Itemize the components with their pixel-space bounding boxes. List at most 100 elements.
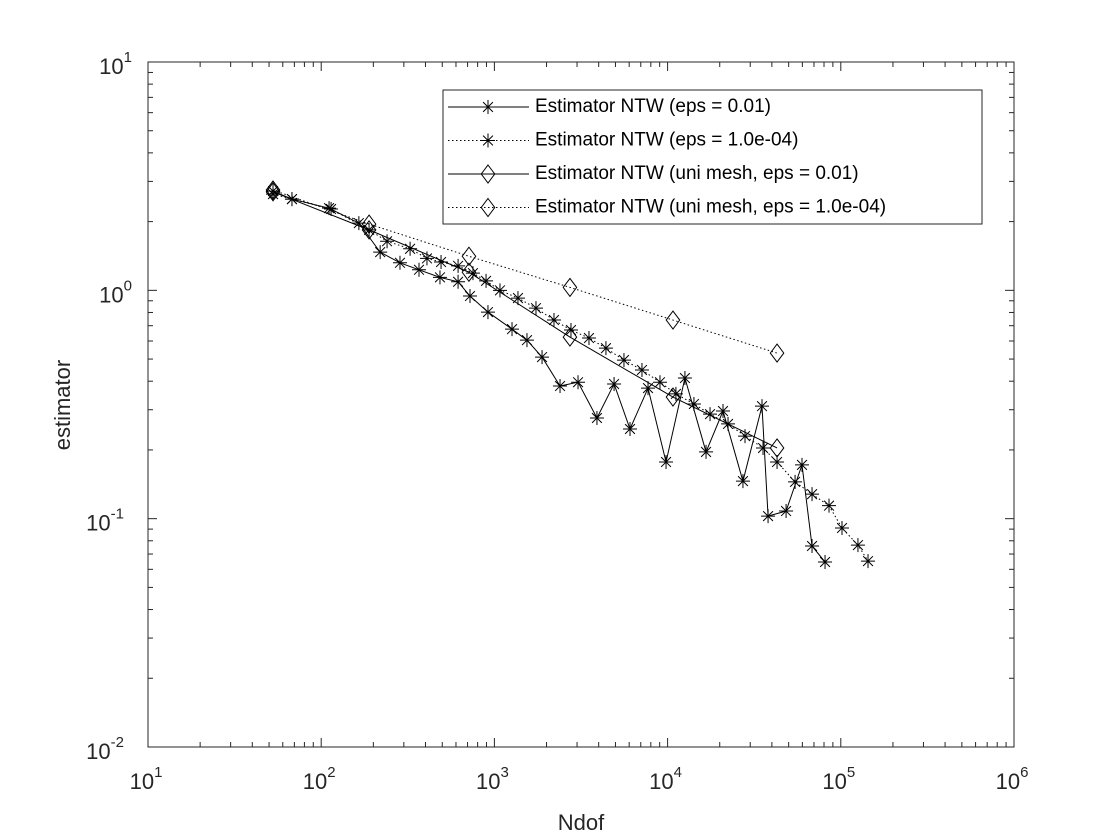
x-tick-label-base: 10 <box>303 769 327 794</box>
y-tick-label: 101 <box>99 49 132 79</box>
marker <box>834 521 849 536</box>
legend-text: Estimator NTW (eps = 0.01) <box>535 96 771 117</box>
x-tick-label: 106 <box>996 764 1029 794</box>
y-tick-label: 10-2 <box>86 734 124 764</box>
marker <box>616 353 631 368</box>
y-tick-label-base: 10 <box>86 739 110 764</box>
x-tick-label-base: 10 <box>130 769 154 794</box>
marker <box>373 245 388 260</box>
marker <box>805 487 820 502</box>
legend-marker <box>480 197 496 218</box>
marker <box>392 255 407 270</box>
marker <box>434 255 449 270</box>
marker <box>738 429 753 444</box>
marker <box>461 246 477 267</box>
marker <box>769 438 785 458</box>
marker <box>324 202 339 217</box>
marker <box>788 474 803 489</box>
y-axis-label: estimator <box>50 360 75 450</box>
series-line <box>272 191 778 449</box>
marker <box>769 343 785 363</box>
marker <box>465 266 480 281</box>
marker <box>553 379 568 394</box>
marker <box>492 283 507 298</box>
x-tick-label-exponent: 2 <box>327 764 335 781</box>
marker <box>266 187 281 202</box>
x-tick-label: 104 <box>649 764 682 794</box>
marker <box>598 341 613 356</box>
marker <box>451 258 466 273</box>
marker <box>668 386 683 401</box>
x-tick-label: 103 <box>476 764 509 794</box>
legend-text: Estimator NTW (uni mesh, eps = 1.0e-04) <box>535 197 886 218</box>
marker <box>755 399 770 414</box>
marker <box>861 554 876 569</box>
marker <box>850 538 865 553</box>
y-tick-label: 10-1 <box>86 506 124 536</box>
marker <box>665 387 681 407</box>
y-tick-label-exponent: -2 <box>111 734 124 751</box>
legend-text: Estimator NTW (uni mesh, eps = 0.01) <box>535 163 859 184</box>
marker <box>677 371 692 386</box>
marker <box>699 444 714 459</box>
marker <box>479 273 494 288</box>
marker <box>589 410 604 425</box>
series-line <box>272 189 778 354</box>
x-axis-label: Ndof <box>558 810 605 835</box>
marker <box>794 457 809 472</box>
marker <box>528 301 543 316</box>
x-tick-label-exponent: 3 <box>500 764 508 781</box>
marker <box>535 350 550 365</box>
marker <box>686 396 701 411</box>
marker <box>652 375 667 390</box>
x-tick-label-exponent: 6 <box>1020 764 1028 781</box>
marker <box>623 422 638 437</box>
marker <box>322 201 337 216</box>
x-tick-label: 101 <box>130 764 163 794</box>
marker <box>519 333 534 348</box>
marker <box>607 376 622 391</box>
marker <box>659 455 674 470</box>
x-tick-label-exponent: 4 <box>674 764 682 781</box>
marker <box>756 440 771 455</box>
marker <box>818 554 833 569</box>
marker <box>451 274 466 289</box>
marker <box>480 305 495 320</box>
marker <box>634 362 649 377</box>
y-tick-label: 100 <box>99 277 132 307</box>
marker <box>361 214 377 234</box>
marker <box>716 404 731 419</box>
marker <box>463 289 478 304</box>
marker <box>770 455 785 470</box>
marker <box>665 310 681 330</box>
marker <box>265 182 281 202</box>
marker <box>461 262 477 283</box>
marker <box>546 313 561 328</box>
marker <box>380 234 395 249</box>
marker <box>571 375 586 390</box>
x-tick-label: 105 <box>822 764 855 794</box>
marker <box>510 291 525 306</box>
marker <box>822 498 837 513</box>
x-tick-label-base: 10 <box>822 769 846 794</box>
marker <box>779 504 794 519</box>
legend-marker <box>480 164 496 184</box>
y-tick-label-base: 10 <box>86 510 110 535</box>
x-tick-label: 102 <box>303 764 336 794</box>
legend-text: Estimator NTW (eps = 1.0e-04) <box>535 130 798 151</box>
marker <box>403 241 418 256</box>
y-tick-label-exponent: -1 <box>111 506 124 523</box>
legend-marker <box>481 100 495 114</box>
marker <box>703 407 718 422</box>
marker <box>761 509 776 524</box>
marker <box>641 381 656 396</box>
marker <box>735 474 750 489</box>
x-tick-label-base: 10 <box>649 769 673 794</box>
series-line <box>272 193 869 562</box>
marker <box>419 251 434 266</box>
marker <box>805 539 820 554</box>
x-tick-label-base: 10 <box>996 769 1020 794</box>
legend-marker <box>481 133 495 148</box>
legend: Estimator NTW (eps = 0.01) Estimator NTW … <box>442 89 983 225</box>
